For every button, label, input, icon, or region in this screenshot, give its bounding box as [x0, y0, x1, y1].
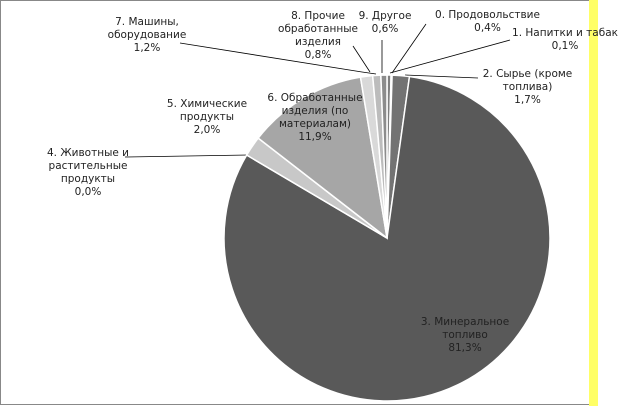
category-label: 2. Сырье (кроме топлива): [482, 68, 573, 93]
pie-slice: [380, 74, 388, 239]
category-label: 5. Химические продукты: [166, 98, 248, 123]
data-label: 9. Другое 0,6%: [355, 10, 415, 36]
data-label: 5. Химические продукты 2,0%: [157, 98, 257, 137]
highlight-bar: [589, 0, 598, 406]
category-label: 8. Прочие обработанные изделия: [278, 10, 358, 48]
value-label: 0,0%: [74, 186, 102, 198]
value-label: 0,8%: [304, 49, 332, 61]
category-label: 6. Обработанные изделия (по материалам): [267, 92, 363, 130]
data-label: 7. Машины, оборудование 1,2%: [92, 16, 202, 55]
data-label: 8. Прочие обработанные изделия 0,8%: [273, 10, 363, 62]
value-label: 0,1%: [551, 40, 579, 52]
category-label: 3. Минеральное топливо: [420, 316, 510, 341]
value-label: 0,6%: [371, 23, 399, 35]
value-label: 0,4%: [474, 22, 501, 34]
data-label: 1. Напитки и табак 0,1%: [495, 27, 625, 53]
data-label: 6. Обработанные изделия (по материалам) 1…: [260, 92, 370, 144]
category-label: 4. Животные и растительные продукты: [47, 147, 129, 185]
value-label: 1,7%: [514, 94, 541, 106]
pie-slice: [257, 76, 389, 240]
category-label: 0. Продовольствие: [435, 9, 540, 21]
data-label: 0. Продовольствие 0,4%: [425, 9, 550, 35]
leader-lines: [124, 23, 511, 158]
category-label: 1. Напитки и табак: [512, 27, 618, 39]
data-label: 4. Животные и растительные продукты 0,0%: [33, 147, 143, 199]
category-label: 7. Машины, оборудование: [107, 16, 187, 41]
category-label: 9. Другое: [358, 10, 412, 22]
data-label: 3. Минеральное топливо 81,3%: [410, 316, 520, 355]
data-label: 2. Сырье (кроме топлива) 1,7%: [470, 68, 585, 107]
value-label: 11,9%: [298, 131, 332, 143]
value-label: 1,2%: [133, 42, 161, 54]
value-label: 2,0%: [193, 124, 221, 136]
value-label: 81,3%: [448, 342, 482, 354]
